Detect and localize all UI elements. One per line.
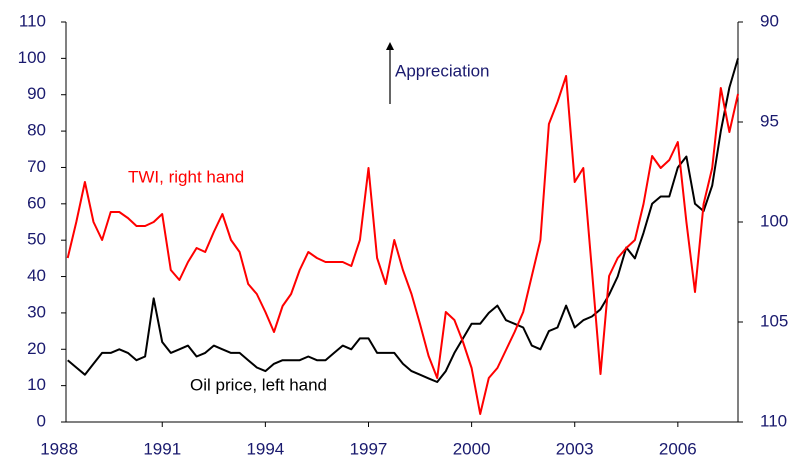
x-tick-label: 1988 [40, 439, 78, 458]
y-tick-label: 50 [27, 230, 46, 249]
x-tick-label: 2003 [556, 439, 594, 458]
y2-tick-label: 95 [760, 111, 779, 130]
y-tick-label: 30 [27, 302, 46, 321]
y-tick-label: 90 [27, 84, 46, 103]
y-tick-label: 20 [27, 339, 46, 358]
x-tick-label: 2006 [659, 439, 697, 458]
arrow-head [386, 42, 394, 50]
y-tick-label: 70 [27, 157, 46, 176]
y2-tick-label: 110 [760, 411, 787, 430]
y2-tick-label: 105 [760, 311, 788, 330]
x-tick-label: 2000 [453, 439, 491, 458]
y2-tick-label: 100 [760, 211, 788, 230]
y-tick-label: 40 [27, 266, 46, 285]
y-tick-label: 100 [18, 48, 46, 67]
y-tick-label: 10 [27, 375, 46, 394]
x-tick-label: 1994 [246, 439, 284, 458]
annotation: Oil price, left hand [190, 375, 327, 394]
annotation: Appreciation [395, 61, 490, 80]
annotation: TWI, right hand [128, 167, 244, 186]
x-tick-label: 1991 [143, 439, 181, 458]
x-tick-label: 1997 [350, 439, 388, 458]
y-tick-label: 0 [37, 411, 46, 430]
y2-tick-label: 90 [760, 11, 779, 30]
y-tick-label: 110 [19, 11, 46, 30]
series-line [67, 58, 739, 383]
y-tick-label: 80 [27, 121, 46, 140]
y-tick-label: 60 [27, 193, 46, 212]
series-line [66, 75, 739, 415]
